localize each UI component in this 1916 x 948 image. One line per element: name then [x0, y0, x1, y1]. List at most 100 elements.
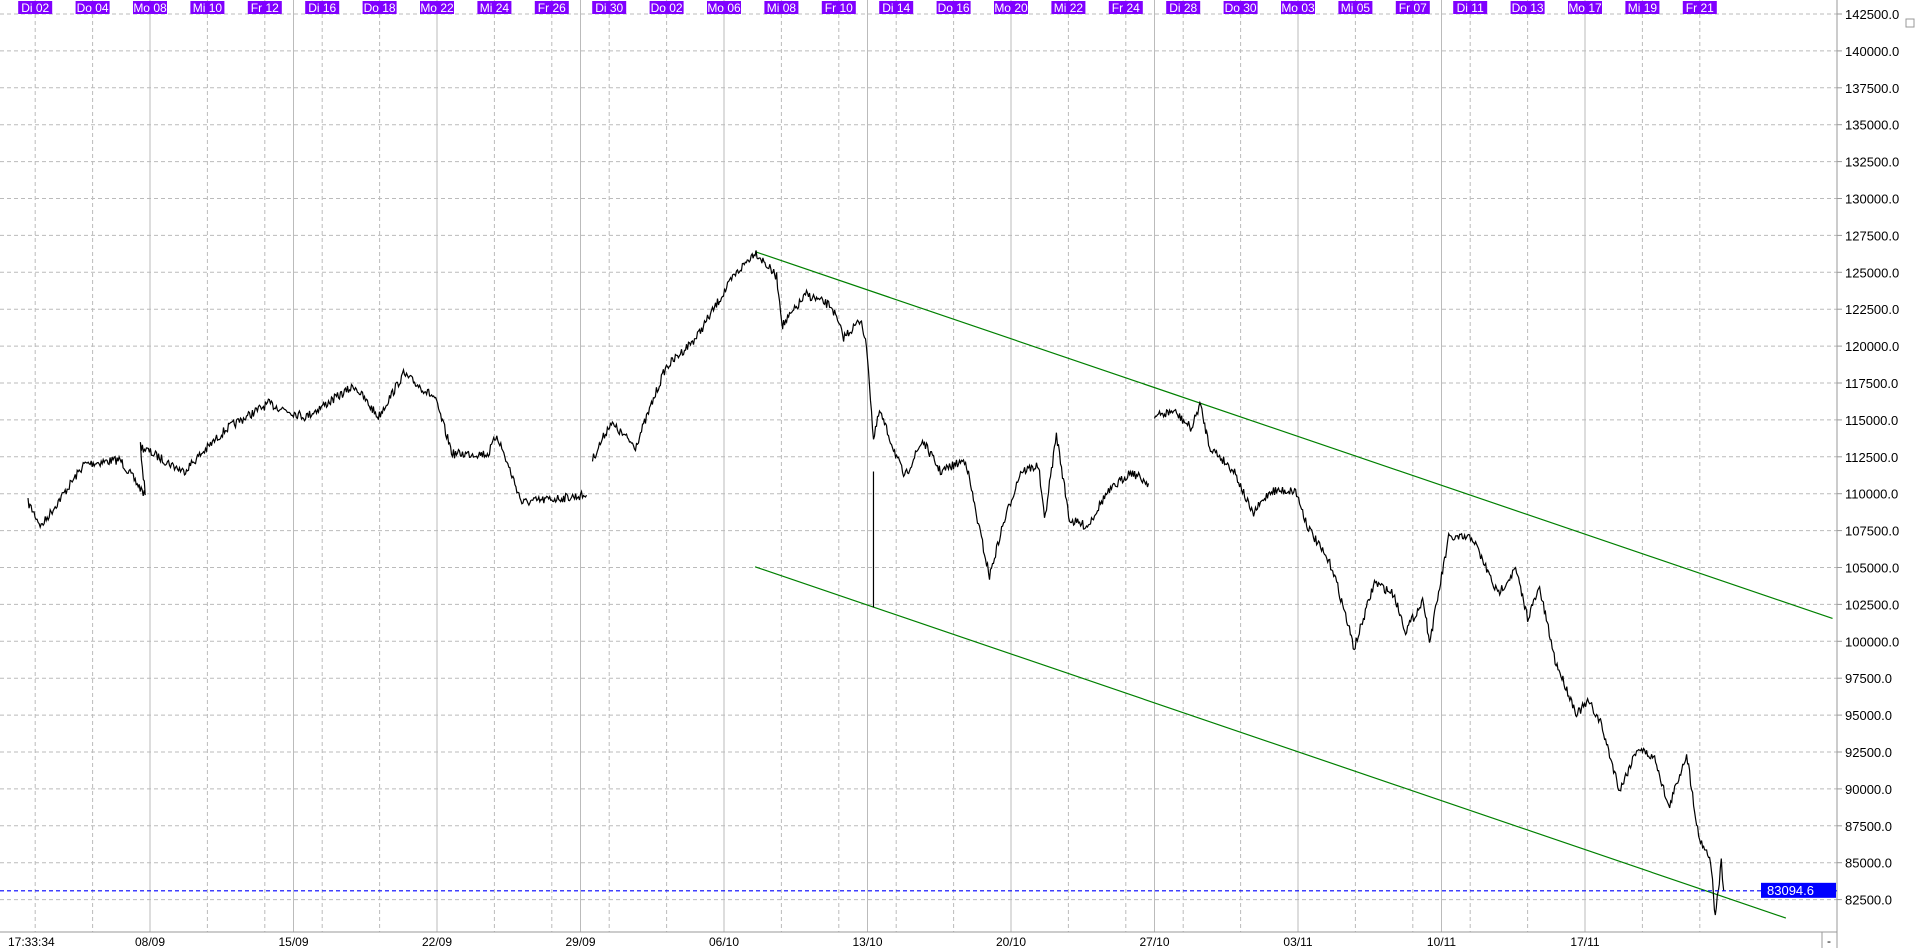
current-price-label: 83094.6 [1767, 883, 1814, 898]
day-label: Fr 24 [1112, 1, 1140, 15]
day-label-bg [75, 1, 110, 14]
x-tick-label: 20/10 [996, 935, 1026, 948]
y-tick-label: 120000.0 [1845, 339, 1899, 354]
day-label: Di 30 [595, 1, 623, 15]
day-label-bg [477, 1, 512, 14]
day-label-bg [879, 1, 914, 14]
day-label-bg [821, 1, 856, 14]
day-label-bg [1453, 1, 1488, 14]
y-tick-label: 97500.0 [1845, 671, 1892, 686]
x-tick-label: 22/09 [422, 935, 452, 948]
y-tick-label: 107500.0 [1845, 524, 1899, 539]
y-tick-label: 112500.0 [1845, 450, 1898, 465]
current-price-box [1761, 882, 1836, 898]
day-label-bg [420, 1, 454, 14]
day-label: Mi 08 [767, 1, 797, 15]
day-label-bg [1568, 1, 1602, 14]
x-tick-label: 29/09 [565, 935, 595, 948]
x-tick-label: 03/11 [1283, 935, 1312, 948]
y-tick-label: 115000.0 [1845, 413, 1898, 428]
y-tick-label: 140000.0 [1845, 44, 1899, 59]
price-series [27, 250, 1725, 916]
price-line [591, 250, 1150, 580]
day-label: Mi 10 [193, 1, 223, 15]
day-label-bg [362, 1, 397, 14]
day-label: Di 16 [308, 1, 336, 15]
y-tick-label: 92500.0 [1845, 745, 1892, 760]
day-label: Mo 06 [707, 1, 741, 15]
day-label-bg [1338, 1, 1373, 14]
y-tick-label: 117500.0 [1845, 376, 1898, 391]
day-label: Di 11 [1457, 1, 1484, 15]
day-label-bg [592, 1, 627, 14]
day-label-bg [1510, 1, 1545, 14]
day-label: Do 18 [364, 1, 396, 15]
day-label-bg [764, 1, 799, 14]
day-label: Fr 12 [251, 1, 279, 15]
minus-button[interactable]: - [1827, 934, 1831, 948]
day-label-bg [707, 1, 741, 14]
day-label-bg [1682, 1, 1717, 14]
day-label-bg [1051, 1, 1086, 14]
day-label-bg [1281, 1, 1315, 14]
trend-line [754, 251, 1833, 619]
day-label-bg [1166, 1, 1201, 14]
collapse-icon[interactable] [1905, 18, 1915, 28]
x-tick-label: 06/10 [709, 935, 739, 948]
y-tick-label: 135000.0 [1845, 118, 1899, 133]
day-label: Fr 10 [825, 1, 853, 15]
day-label: Fr 26 [538, 1, 566, 15]
day-labels: Di 02 Do 04 Mo 08 Mi 10 Fr 12 Di 16 Do 18 Mo 22… [18, 1, 1717, 15]
day-label: Do 13 [1512, 1, 1544, 15]
y-tick-label: 102500.0 [1845, 597, 1899, 612]
y-tick-label: 125000.0 [1845, 265, 1899, 280]
day-label-bg [1395, 1, 1430, 14]
y-tick-label: 122500.0 [1845, 302, 1899, 317]
y-axis: 82500.0 85000.0 87500.0 90000.0 92500.0 95000… [1845, 7, 1899, 908]
x-tick-label: 10/11 [1427, 935, 1456, 948]
day-label: Mi 05 [1341, 1, 1371, 15]
y-tick-label: 142500.0 [1845, 7, 1899, 22]
day-label: Do 30 [1225, 1, 1257, 15]
day-label: Mo 22 [420, 1, 454, 15]
y-tick-label: 130000.0 [1845, 192, 1899, 207]
y-tick-label: 85000.0 [1845, 856, 1892, 871]
y-tick-label: 95000.0 [1845, 708, 1892, 723]
day-label-bg [994, 1, 1028, 14]
day-label: Di 02 [21, 1, 49, 15]
day-label-bg [534, 1, 569, 14]
y-tick-label: 90000.0 [1845, 782, 1892, 797]
current-price-marker: 83094.6 [0, 882, 1837, 898]
day-label: Mo 20 [994, 1, 1028, 15]
x-tick-label: 08/09 [135, 935, 165, 948]
day-label-bg [1223, 1, 1258, 14]
y-tick-label: 100000.0 [1845, 634, 1899, 649]
day-label: Do 02 [651, 1, 683, 15]
y-tick-label: 132500.0 [1845, 155, 1899, 170]
day-label: Mo 17 [1568, 1, 1602, 15]
x-tick-label: 15/09 [278, 935, 308, 948]
day-label: Fr 21 [1686, 1, 1714, 15]
day-label: Di 28 [1169, 1, 1197, 15]
y-tick-label: 82500.0 [1845, 893, 1892, 908]
day-label: Mi 19 [1628, 1, 1658, 15]
price-line [27, 367, 588, 530]
trend-lines [754, 251, 1833, 919]
y-tick-label: 105000.0 [1845, 561, 1899, 576]
y-tick-label: 137500.0 [1845, 81, 1899, 96]
day-label: Mo 08 [133, 1, 167, 15]
day-label-bg [1625, 1, 1660, 14]
day-label: Mi 22 [1054, 1, 1084, 15]
day-label-bg [1108, 1, 1143, 14]
y-tick-label: 87500.0 [1845, 819, 1892, 834]
x-tick-label: 17/11 [1570, 935, 1599, 948]
day-label: Do 16 [938, 1, 970, 15]
day-label: Fr 07 [1399, 1, 1427, 15]
day-label-bg [18, 1, 53, 14]
x-tick-label: 13/10 [852, 935, 882, 948]
day-label-bg [190, 1, 225, 14]
